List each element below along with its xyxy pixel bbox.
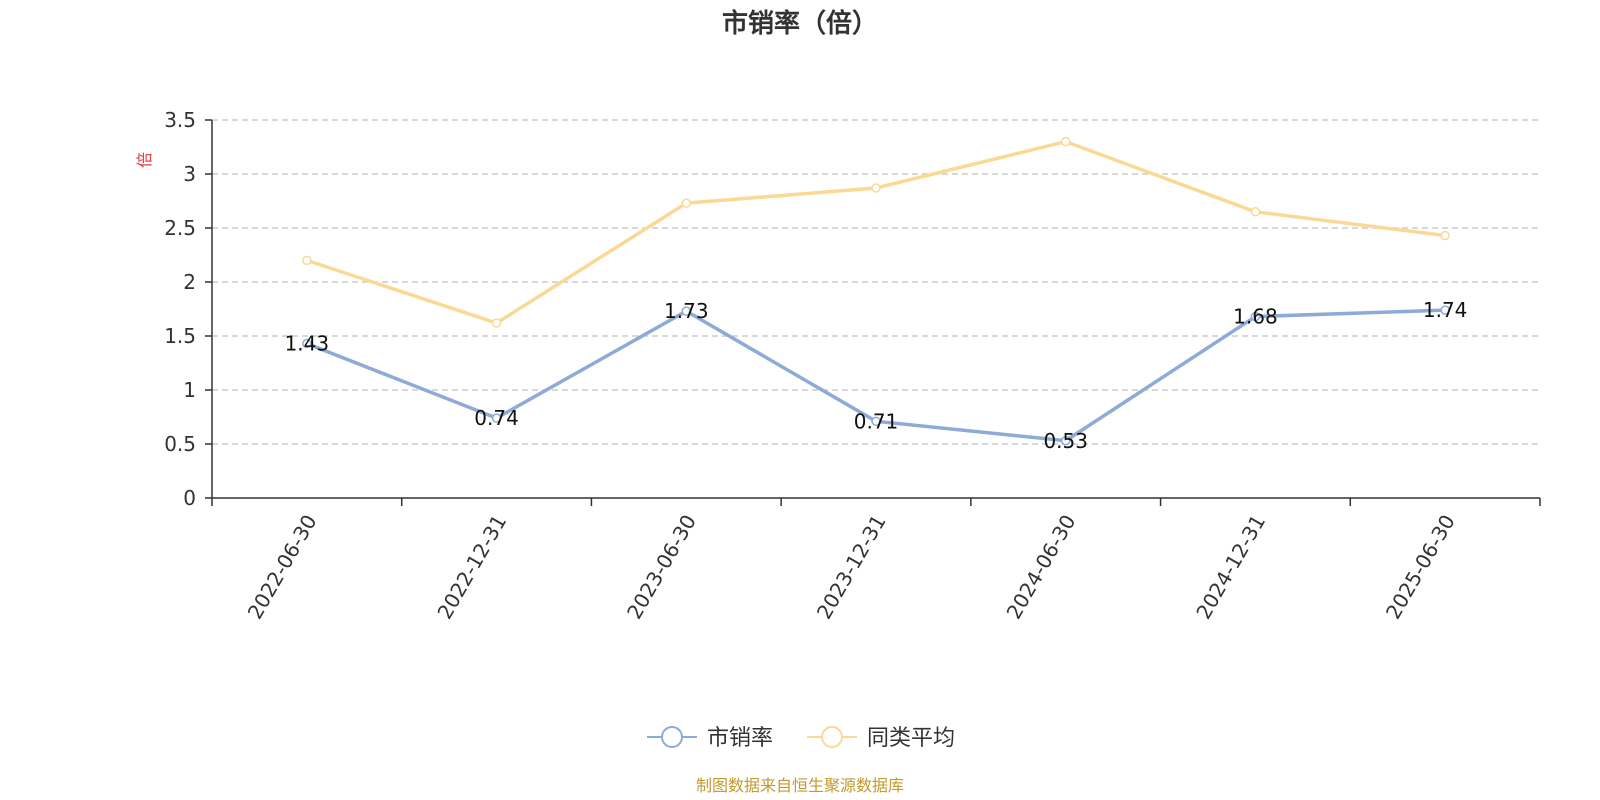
x-tick-label-3: 2023-12-31 — [812, 511, 891, 624]
series-0-point-0[interactable] — [302, 338, 312, 349]
series-group — [302, 136, 1450, 446]
x-tick-label-0: 2022-06-30 — [243, 511, 322, 624]
legend[interactable]: 市销率 同类平均 — [647, 726, 955, 751]
legend-label-0: 市销率 — [707, 726, 773, 751]
axes — [205, 119, 1541, 506]
series-0-point-3[interactable] — [871, 416, 881, 427]
y-tick-label-4: 2 — [183, 270, 196, 294]
x-tick-label-4: 2024-06-30 — [1002, 511, 1081, 624]
y-tick-label-6: 3 — [183, 162, 196, 186]
series-0-point-5[interactable] — [1250, 311, 1261, 322]
y-tick-label-1: 0.5 — [164, 432, 196, 456]
data-label-0: 1.43 — [285, 332, 330, 356]
series-1-point-5[interactable] — [1250, 207, 1261, 217]
data-labels: 1.43 0.74 1.73 0.71 0.53 1.68 1.74 — [285, 298, 1468, 453]
series-line-1 — [305, 139, 1447, 325]
legend-swatch-marker-0 — [661, 726, 683, 748]
x-tick-labels: 2022-06-30 2022-12-31 2023-06-30 2023-12-31… — [243, 510, 1460, 623]
data-label-6: 1.74 — [1423, 298, 1468, 322]
x-tick-label-6: 2025-06-30 — [1381, 511, 1460, 624]
y-axis-unit-label: 倍 — [135, 152, 154, 168]
chart-title: 市销率（倍） — [722, 8, 878, 39]
data-label-5: 1.68 — [1233, 305, 1278, 329]
y-tick-label-5: 2.5 — [164, 216, 196, 240]
series-0-point-2[interactable] — [681, 306, 692, 316]
data-label-4: 0.53 — [1043, 429, 1088, 453]
legend-label-1: 同类平均 — [867, 726, 955, 751]
series-1-point-1[interactable] — [491, 318, 502, 328]
data-label-2: 1.73 — [664, 299, 709, 323]
series-1-point-0[interactable] — [302, 255, 312, 266]
y-tick-labels: 0 0.5 1 1.5 2 2.5 3 3.5 — [164, 108, 196, 510]
series-0-point-6[interactable] — [1440, 305, 1450, 315]
series-1-point-3[interactable] — [871, 183, 881, 193]
x-tick-label-5: 2024-12-31 — [1191, 511, 1270, 624]
legend-swatch-marker-1 — [821, 726, 843, 748]
data-label-3: 0.71 — [854, 409, 899, 433]
grid-lines — [212, 119, 1540, 445]
legend-item-1[interactable]: 同类平均 — [807, 726, 955, 751]
x-tick-label-2: 2023-06-30 — [622, 511, 701, 624]
series-1-point-2[interactable] — [681, 198, 692, 208]
y-tick-label-3: 1.5 — [164, 324, 196, 348]
series-0-point-4[interactable] — [1060, 436, 1071, 446]
x-tick-label-1: 2022-12-31 — [432, 510, 511, 623]
legend-item-0[interactable]: 市销率 — [647, 726, 773, 751]
series-1-point-4[interactable] — [1060, 136, 1071, 147]
series-1-point-6[interactable] — [1440, 230, 1450, 241]
y-tick-label-0: 0 — [183, 486, 196, 510]
series-0-point-1[interactable] — [491, 413, 502, 423]
source-note: 制图数据来自恒生聚源数据库 — [696, 776, 904, 795]
y-tick-label-2: 1 — [183, 378, 196, 402]
y-tick-label-7: 3.5 — [164, 108, 196, 132]
data-label-1: 0.74 — [474, 406, 519, 430]
